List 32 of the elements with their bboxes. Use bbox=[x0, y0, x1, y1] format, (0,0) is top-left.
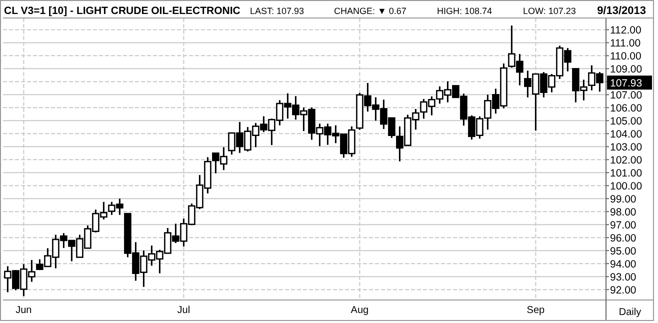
y-tick-label: 100.00 bbox=[610, 180, 642, 192]
y-tick-label: 104.00 bbox=[610, 128, 642, 140]
text: LOW: 107.23 bbox=[523, 6, 576, 16]
chart-title: CL V3=1 [10] - LIGHT CRUDE OIL-ELECTRONIC bbox=[4, 5, 241, 17]
y-tick-label: 95.00 bbox=[610, 245, 636, 258]
y-tick-label: 109.00 bbox=[610, 63, 642, 76]
x-tick-label: Jun bbox=[16, 305, 32, 316]
y-tick-label: 96.00 bbox=[610, 232, 636, 244]
y-tick-label: 111.00 bbox=[610, 37, 641, 50]
x-tick-label: Sep bbox=[526, 305, 546, 316]
x-tick-label: Jul bbox=[177, 305, 190, 316]
x-tick-label: Aug bbox=[350, 305, 369, 316]
y-tick-label: 99.00 bbox=[610, 193, 636, 206]
text: CHANGE: ▼ 0.67 bbox=[334, 6, 406, 16]
text: Daily bbox=[618, 307, 642, 318]
y-tick-label: 92.00 bbox=[610, 284, 636, 296]
y-tick-label: 110.00 bbox=[610, 50, 642, 62]
y-tick-label: 101.00 bbox=[610, 167, 642, 180]
text: LAST: 107.93 bbox=[250, 6, 304, 16]
text: HIGH: 108.74 bbox=[437, 6, 492, 16]
y-tick-label: 102.00 bbox=[610, 154, 642, 166]
text: 107.93 bbox=[610, 77, 642, 90]
y-tick-label: 98.00 bbox=[610, 206, 636, 218]
y-tick-label: 106.00 bbox=[610, 102, 642, 114]
y-tick-label: 93.00 bbox=[610, 271, 636, 284]
y-tick-label: 97.00 bbox=[610, 219, 636, 232]
y-tick-label: 105.00 bbox=[610, 115, 642, 128]
y-tick-label: 103.00 bbox=[610, 141, 642, 154]
text: 9/13/2013 bbox=[597, 5, 646, 17]
y-tick-label: 94.00 bbox=[610, 258, 636, 270]
y-tick-label: 107.00 bbox=[610, 89, 642, 102]
y-tick-label: 112.00 bbox=[610, 24, 642, 36]
